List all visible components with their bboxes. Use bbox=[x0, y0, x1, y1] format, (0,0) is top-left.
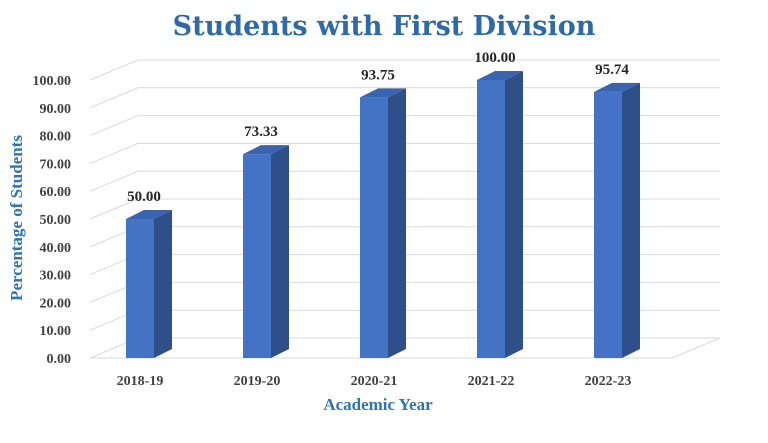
bar-side bbox=[388, 88, 406, 358]
gridline bbox=[89, 198, 720, 220]
y-tick-label: 20.00 bbox=[40, 296, 72, 311]
y-tick-label: 100.00 bbox=[33, 74, 72, 89]
y-tick-label: 0.00 bbox=[47, 352, 72, 367]
gridline bbox=[89, 59, 720, 81]
gridline bbox=[89, 142, 720, 164]
bars bbox=[126, 71, 640, 358]
bar-top bbox=[360, 88, 406, 98]
bar-front bbox=[360, 97, 388, 358]
data-label: 95.74 bbox=[595, 62, 629, 78]
bar-front bbox=[126, 219, 154, 358]
y-tick-label: 60.00 bbox=[40, 185, 72, 200]
y-tick-label: 80.00 bbox=[40, 130, 72, 145]
bar-top bbox=[243, 145, 289, 155]
y-tick-label: 90.00 bbox=[40, 102, 72, 117]
x-axis-ticks: 2018-19 2019-20 2020-21 2021-22 2022-23 bbox=[117, 374, 632, 389]
gridline bbox=[89, 170, 720, 192]
bar bbox=[360, 88, 406, 358]
bar-side bbox=[622, 82, 640, 358]
bar-side bbox=[271, 145, 289, 358]
y-tick-label: 70.00 bbox=[40, 157, 72, 172]
data-label: 93.75 bbox=[361, 67, 395, 83]
data-label: 100.00 bbox=[474, 50, 515, 66]
gridline bbox=[89, 87, 720, 109]
bar bbox=[594, 82, 640, 358]
floor-edge bbox=[90, 337, 721, 359]
x-tick-label: 2018-19 bbox=[117, 374, 164, 389]
x-tick-label: 2022-23 bbox=[585, 374, 632, 389]
bar bbox=[126, 210, 172, 358]
y-tick-label: 30.00 bbox=[40, 269, 72, 284]
x-tick-label: 2021-22 bbox=[468, 374, 515, 389]
data-label: 50.00 bbox=[127, 189, 161, 205]
bar-top bbox=[126, 210, 172, 219]
bar bbox=[477, 71, 523, 358]
x-tick-label: 2020-21 bbox=[351, 374, 398, 389]
bar-front bbox=[477, 80, 505, 358]
data-label: 73.33 bbox=[244, 124, 278, 140]
y-axis-title: Percentage of Students bbox=[7, 135, 26, 301]
y-axis-ticks: 0.00 10.00 20.00 30.00 40.00 50.00 60.00 70.00 8… bbox=[33, 74, 72, 367]
y-tick-label: 50.00 bbox=[40, 213, 72, 228]
bar-top bbox=[477, 71, 523, 80]
y-tick-label: 40.00 bbox=[40, 241, 72, 256]
bar-side bbox=[154, 210, 172, 358]
bar-front bbox=[243, 154, 271, 358]
bar bbox=[243, 145, 289, 358]
data-labels: 50.00 73.33 93.75 100.00 95.74 bbox=[127, 50, 629, 205]
bar-side bbox=[505, 71, 523, 358]
chart-title: Students with First Division bbox=[173, 11, 596, 42]
x-tick-label: 2019-20 bbox=[234, 374, 281, 389]
gridline bbox=[89, 115, 720, 137]
bar-top bbox=[594, 82, 640, 92]
x-axis-title: Academic Year bbox=[323, 395, 433, 414]
bar-front bbox=[594, 91, 622, 358]
y-tick-label: 10.00 bbox=[40, 324, 72, 339]
